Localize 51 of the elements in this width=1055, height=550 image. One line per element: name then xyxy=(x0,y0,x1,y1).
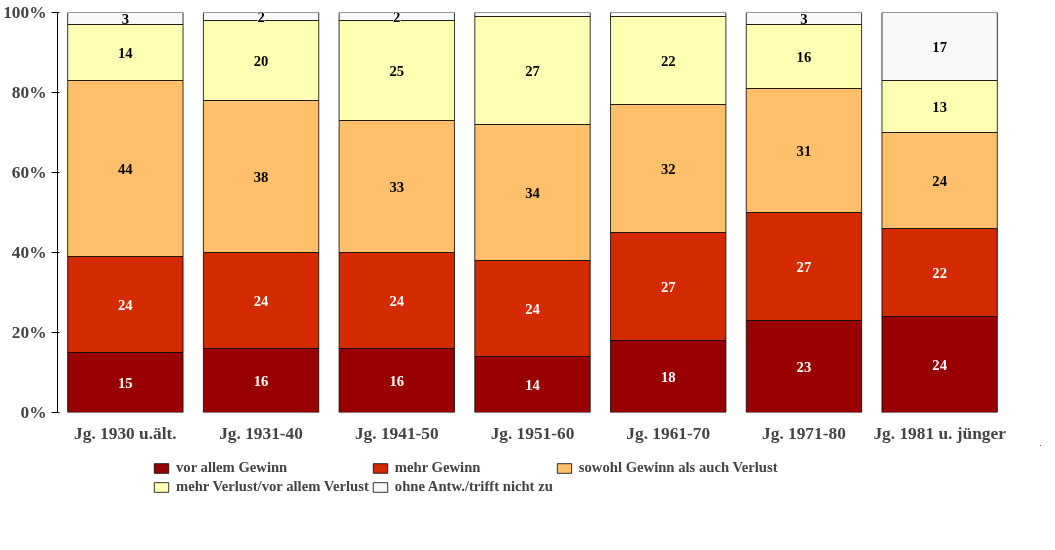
data-label: 23 xyxy=(796,358,812,375)
data-label: 14 xyxy=(525,376,541,393)
y-tick-label: 60% xyxy=(11,163,47,182)
data-label: 22 xyxy=(660,52,676,69)
x-tick-label: Jg. 1941-50 xyxy=(354,423,439,443)
y-tick-label: 40% xyxy=(11,243,47,262)
data-label: 27 xyxy=(525,62,540,79)
y-tick-label: 80% xyxy=(11,83,47,102)
data-label: 16 xyxy=(253,372,269,389)
data-label: 27 xyxy=(660,278,676,295)
data-label: 44 xyxy=(118,160,134,177)
data-label: 24 xyxy=(932,356,948,373)
x-tick-label: Jg. 1930 u.ält. xyxy=(74,423,177,443)
data-label: 17 xyxy=(932,38,947,55)
x-tick-label: Jg. 1981 u. jünger xyxy=(873,423,1007,443)
data-label: 18 xyxy=(660,368,676,385)
y-tick-label: 0% xyxy=(20,403,47,422)
data-label: 24 xyxy=(932,172,948,189)
data-label: 16 xyxy=(389,372,405,389)
x-tick-label: Jg. 1931-40 xyxy=(219,423,303,443)
y-tick-label: 100% xyxy=(3,3,47,22)
data-label: 34 xyxy=(525,184,541,201)
legend-label: ohne Antw./trifft nicht zu xyxy=(394,478,553,495)
data-label: 15 xyxy=(118,374,133,391)
data-label: 16 xyxy=(796,48,812,65)
legend-label: vor allem Gewinn xyxy=(176,459,288,476)
data-label: 25 xyxy=(389,62,405,79)
data-label: 32 xyxy=(660,160,676,177)
y-tick-label: 20% xyxy=(11,323,47,342)
data-label: 14 xyxy=(118,44,134,61)
data-label: 20 xyxy=(253,52,269,69)
data-label: 3 xyxy=(121,10,130,27)
data-label: 31 xyxy=(796,142,812,159)
legend-label: sowohl Gewinn als auch Verlust xyxy=(578,459,778,476)
data-label: 2 xyxy=(257,8,265,25)
legend-label: mehr Gewinn xyxy=(394,459,481,476)
data-label: 38 xyxy=(253,168,269,185)
data-label: 33 xyxy=(389,178,405,195)
data-label: 2 xyxy=(393,8,401,25)
x-tick-label: Jg. 1951-60 xyxy=(490,423,575,443)
data-label: 3 xyxy=(800,10,808,27)
data-label: 24 xyxy=(525,300,541,317)
data-label: 22 xyxy=(932,264,947,281)
x-tick-label: Jg. 1961-70 xyxy=(626,423,711,443)
data-label: 24 xyxy=(389,292,405,309)
x-tick-label: Jg. 1971-80 xyxy=(762,423,846,443)
data-label: 24 xyxy=(253,292,270,309)
data-label: 27 xyxy=(796,258,812,275)
legend-label: mehr Verlust/vor allem Verlust xyxy=(176,478,369,495)
data-label: 13 xyxy=(932,98,947,115)
data-label: 24 xyxy=(118,296,134,313)
